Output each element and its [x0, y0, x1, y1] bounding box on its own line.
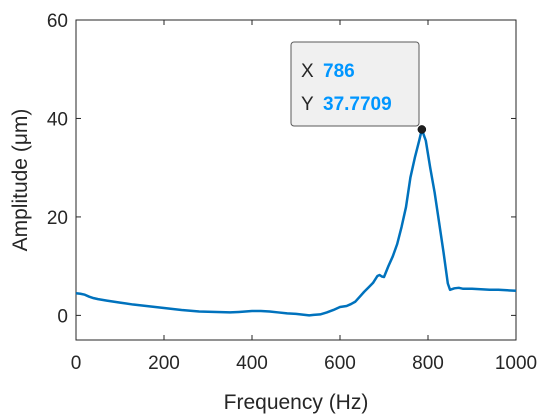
- datatip-marker[interactable]: [417, 125, 427, 134]
- y-tick-label: 60: [47, 11, 68, 32]
- x-tick-label: 800: [412, 353, 444, 374]
- y-axis-ticks: 0 20 40 60: [47, 11, 516, 327]
- y-tick-label: 20: [47, 208, 68, 229]
- datatip-x-value: 786: [323, 61, 355, 82]
- datatip-x-key: X: [301, 61, 314, 82]
- y-tick-label: 0: [57, 306, 68, 327]
- x-axis-label: Frequency (Hz): [224, 391, 369, 414]
- x-tick-label: 600: [324, 353, 356, 374]
- x-axis-ticks: 0 200 400 600 800 1000: [71, 20, 537, 374]
- x-tick-label: 0: [71, 353, 82, 374]
- y-tick-label: 40: [47, 109, 68, 130]
- datatip-y-value: 37.7709: [323, 94, 392, 115]
- datatip-y-key: Y: [301, 94, 314, 115]
- amplitude-series-line: [75, 128, 517, 317]
- datatip[interactable]: X 786 Y 37.7709: [290, 41, 427, 134]
- x-tick-label: 200: [148, 353, 180, 374]
- datatip-box[interactable]: [290, 41, 420, 127]
- x-tick-label: 1000: [495, 353, 537, 374]
- y-axis-label: Amplitude (μm): [9, 109, 32, 252]
- x-tick-label: 400: [236, 353, 268, 374]
